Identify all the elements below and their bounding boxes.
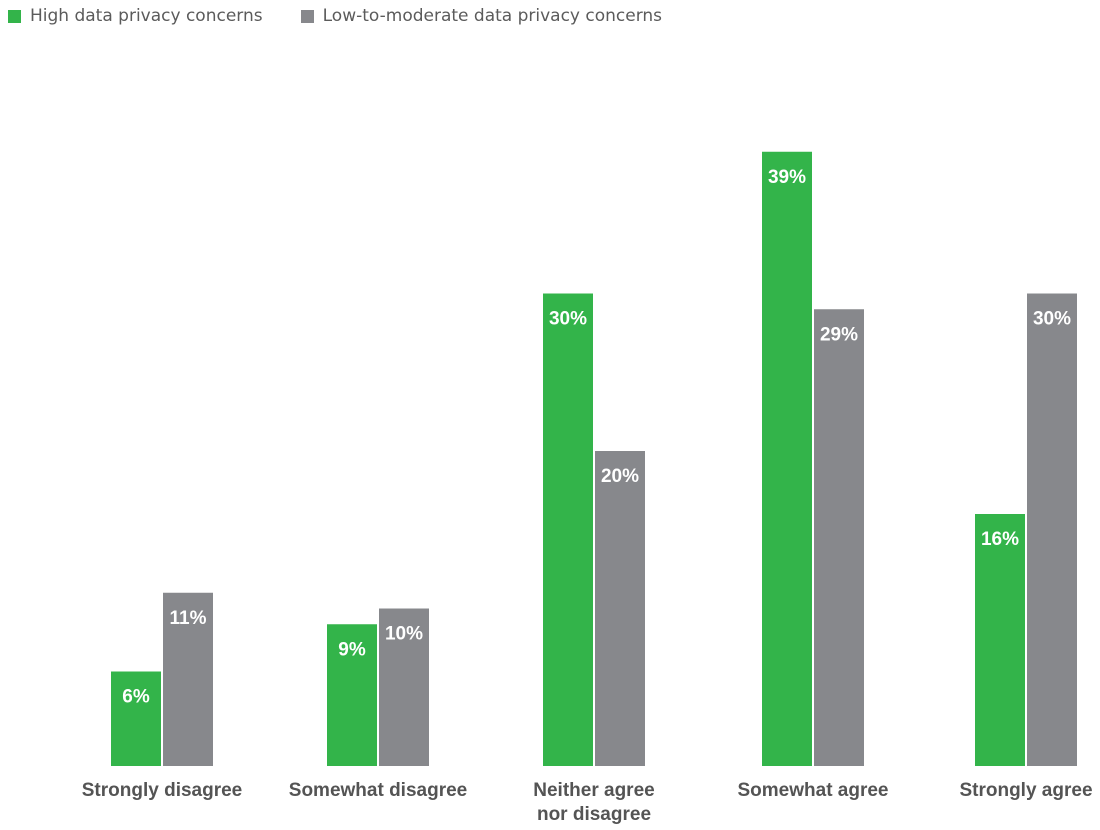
category-label-strongly-disagree: Strongly disagree xyxy=(82,780,243,801)
data-label-strongly-disagree-series-2: 11% xyxy=(170,608,207,629)
data-label-somewhat-agree-series-1: 39% xyxy=(768,167,806,188)
data-label-somewhat-disagree-series-2: 10% xyxy=(385,624,423,645)
legend-item-low-moderate: Low-to-moderate data privacy concerns xyxy=(300,6,663,26)
category-label-neither-agree-nor-disagree-line-1: Neither agree xyxy=(533,780,654,801)
data-label-somewhat-disagree-series-1: 9% xyxy=(338,639,366,660)
bar-neither-agree-nor-disagree-series-1 xyxy=(543,293,593,766)
legend-label-low-moderate: Low-to-moderate data privacy concerns xyxy=(322,6,663,26)
bar-strongly-agree-series-2 xyxy=(1027,293,1077,766)
legend: High data privacy concerns Low-to-modera… xyxy=(8,6,700,26)
category-label-strongly-agree: Strongly agree xyxy=(959,780,1092,801)
category-label-somewhat-agree: Somewhat agree xyxy=(738,780,889,801)
bar-somewhat-agree-series-2 xyxy=(814,309,864,766)
bar-somewhat-disagree-series-1 xyxy=(327,624,377,766)
legend-swatch-low-moderate xyxy=(300,9,314,23)
legend-item-high: High data privacy concerns xyxy=(8,6,263,26)
bar-somewhat-agree-series-1 xyxy=(762,151,812,766)
bar-neither-agree-nor-disagree-series-2 xyxy=(595,451,645,766)
bar-strongly-disagree-series-2 xyxy=(163,592,213,766)
data-label-strongly-agree-series-1: 16% xyxy=(981,529,1019,550)
bar-strongly-agree-series-1 xyxy=(975,514,1025,766)
bar-strongly-disagree-series-1 xyxy=(111,671,161,766)
category-label-neither-agree-nor-disagree-line-2: nor disagree xyxy=(537,804,651,825)
legend-swatch-high xyxy=(8,9,21,23)
data-label-neither-agree-nor-disagree-series-1: 30% xyxy=(549,309,587,330)
legend-label-high: High data privacy concerns xyxy=(30,6,263,26)
data-label-somewhat-agree-series-2: 29% xyxy=(820,324,858,345)
data-label-neither-agree-nor-disagree-series-2: 20% xyxy=(601,466,639,487)
bar-somewhat-disagree-series-2 xyxy=(379,608,429,766)
data-label-strongly-disagree-series-1: 6% xyxy=(122,687,150,708)
category-label-somewhat-disagree: Somewhat disagree xyxy=(289,780,467,801)
data-label-strongly-agree-series-2: 30% xyxy=(1033,309,1071,330)
